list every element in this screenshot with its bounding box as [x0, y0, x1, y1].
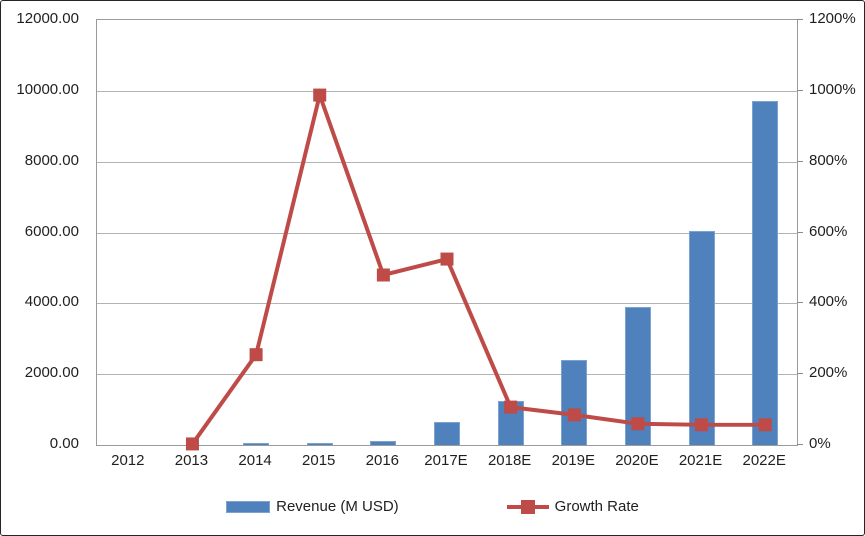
legend-label-growth-rate: Growth Rate	[554, 498, 639, 515]
growth-rate-marker-2013	[185, 437, 199, 451]
growth-rate-series-swatch	[506, 499, 549, 514]
growth-rate-marker-2018E	[504, 400, 518, 414]
legend-item-growth-rate: Growth Rate	[506, 498, 639, 515]
y-axis-left-tick-label: 12000.00	[16, 10, 79, 27]
x-axis-label-2015: 2015	[302, 452, 336, 469]
gridline	[97, 303, 797, 305]
y-axis-right-tick-mark	[797, 302, 803, 304]
y-axis-right-tick-mark	[797, 373, 803, 375]
revenue-bar-2016	[370, 441, 397, 445]
growth-rate-marker-2021E	[695, 418, 709, 432]
growth-rate-line-chart	[185, 88, 772, 451]
y-axis-left-tick-label: 10000.00	[16, 80, 79, 98]
x-axis-label-2016: 2016	[365, 452, 400, 469]
plot-area	[96, 19, 798, 451]
y-axis-right-tick-label: 1000%	[809, 80, 856, 98]
x-axis-label-2017E: 2017E	[424, 452, 468, 469]
y-axis-right-tick-mark	[797, 89, 803, 91]
legend-item-revenue: Revenue (M USD)	[226, 498, 399, 515]
y-axis-right-tick-label: 800%	[809, 151, 848, 169]
y-axis-left-tick-label: 2000.00	[24, 364, 79, 382]
y-axis-right-tick-label: 200%	[809, 364, 848, 382]
growth-rate-marker-2019E	[567, 408, 581, 422]
legend: Revenue (M USD) Growth Rate	[1, 498, 864, 515]
growth-rate-marker-2022E	[758, 418, 772, 432]
y-axis-left-tick-label: 8000.00	[24, 151, 79, 169]
y-axis-left-tick-label: 6000.00	[24, 222, 79, 240]
growth-rate-line	[190, 88, 766, 446]
gridline	[97, 90, 797, 92]
x-axis-label-2021E: 2021E	[678, 452, 723, 469]
growth-rate-marker-2015	[313, 88, 327, 102]
x-axis-label-2013: 2013	[174, 452, 209, 469]
gridline	[97, 232, 797, 234]
gridline	[97, 161, 797, 163]
y-axis-right-tick-mark	[797, 444, 803, 445]
revenue-series-swatch	[226, 500, 271, 513]
y-axis-right-tick-label: 600%	[809, 222, 848, 240]
x-axis-label-2012: 2012	[111, 452, 145, 469]
y-axis-right-tick-label: 0%	[809, 435, 831, 452]
revenue-bar-2017E	[434, 421, 460, 445]
x-axis-label-2022E: 2022E	[742, 452, 786, 469]
y-axis-left-tick-label: 4000.00	[24, 293, 79, 311]
y-axis-left-tick-label: 0.00	[49, 435, 79, 452]
gridline	[97, 374, 797, 376]
legend-label-revenue: Revenue (M USD)	[276, 498, 399, 515]
x-axis-label-2020E: 2020E	[615, 452, 659, 469]
y-axis-right-tick-mark	[797, 19, 803, 20]
growth-rate-marker-2017E	[440, 252, 454, 266]
revenue-bar-2021E	[688, 230, 715, 445]
x-axis-label-2018E: 2018E	[487, 452, 532, 469]
y-axis-right-tick-mark	[797, 231, 803, 233]
growth-rate-marker-2016	[376, 268, 390, 282]
y-axis-right-tick-label: 400%	[809, 293, 848, 311]
growth-rate-marker-2020E	[631, 417, 645, 431]
growth-rate-marker-glyph	[520, 499, 535, 514]
x-axis-label-2014: 2014	[238, 452, 272, 469]
y-axis-right-tick-mark	[797, 160, 803, 162]
revenue-bar-2022E	[752, 101, 779, 445]
growth-rate-marker-2014	[249, 348, 263, 362]
revenue-bar-2019E	[561, 360, 588, 445]
revenue-bar-2014	[243, 442, 270, 445]
revenue-bar-2015	[306, 442, 333, 445]
x-axis-label-2019E: 2019E	[551, 452, 595, 469]
y-axis-right-tick-label: 1200%	[809, 10, 856, 27]
